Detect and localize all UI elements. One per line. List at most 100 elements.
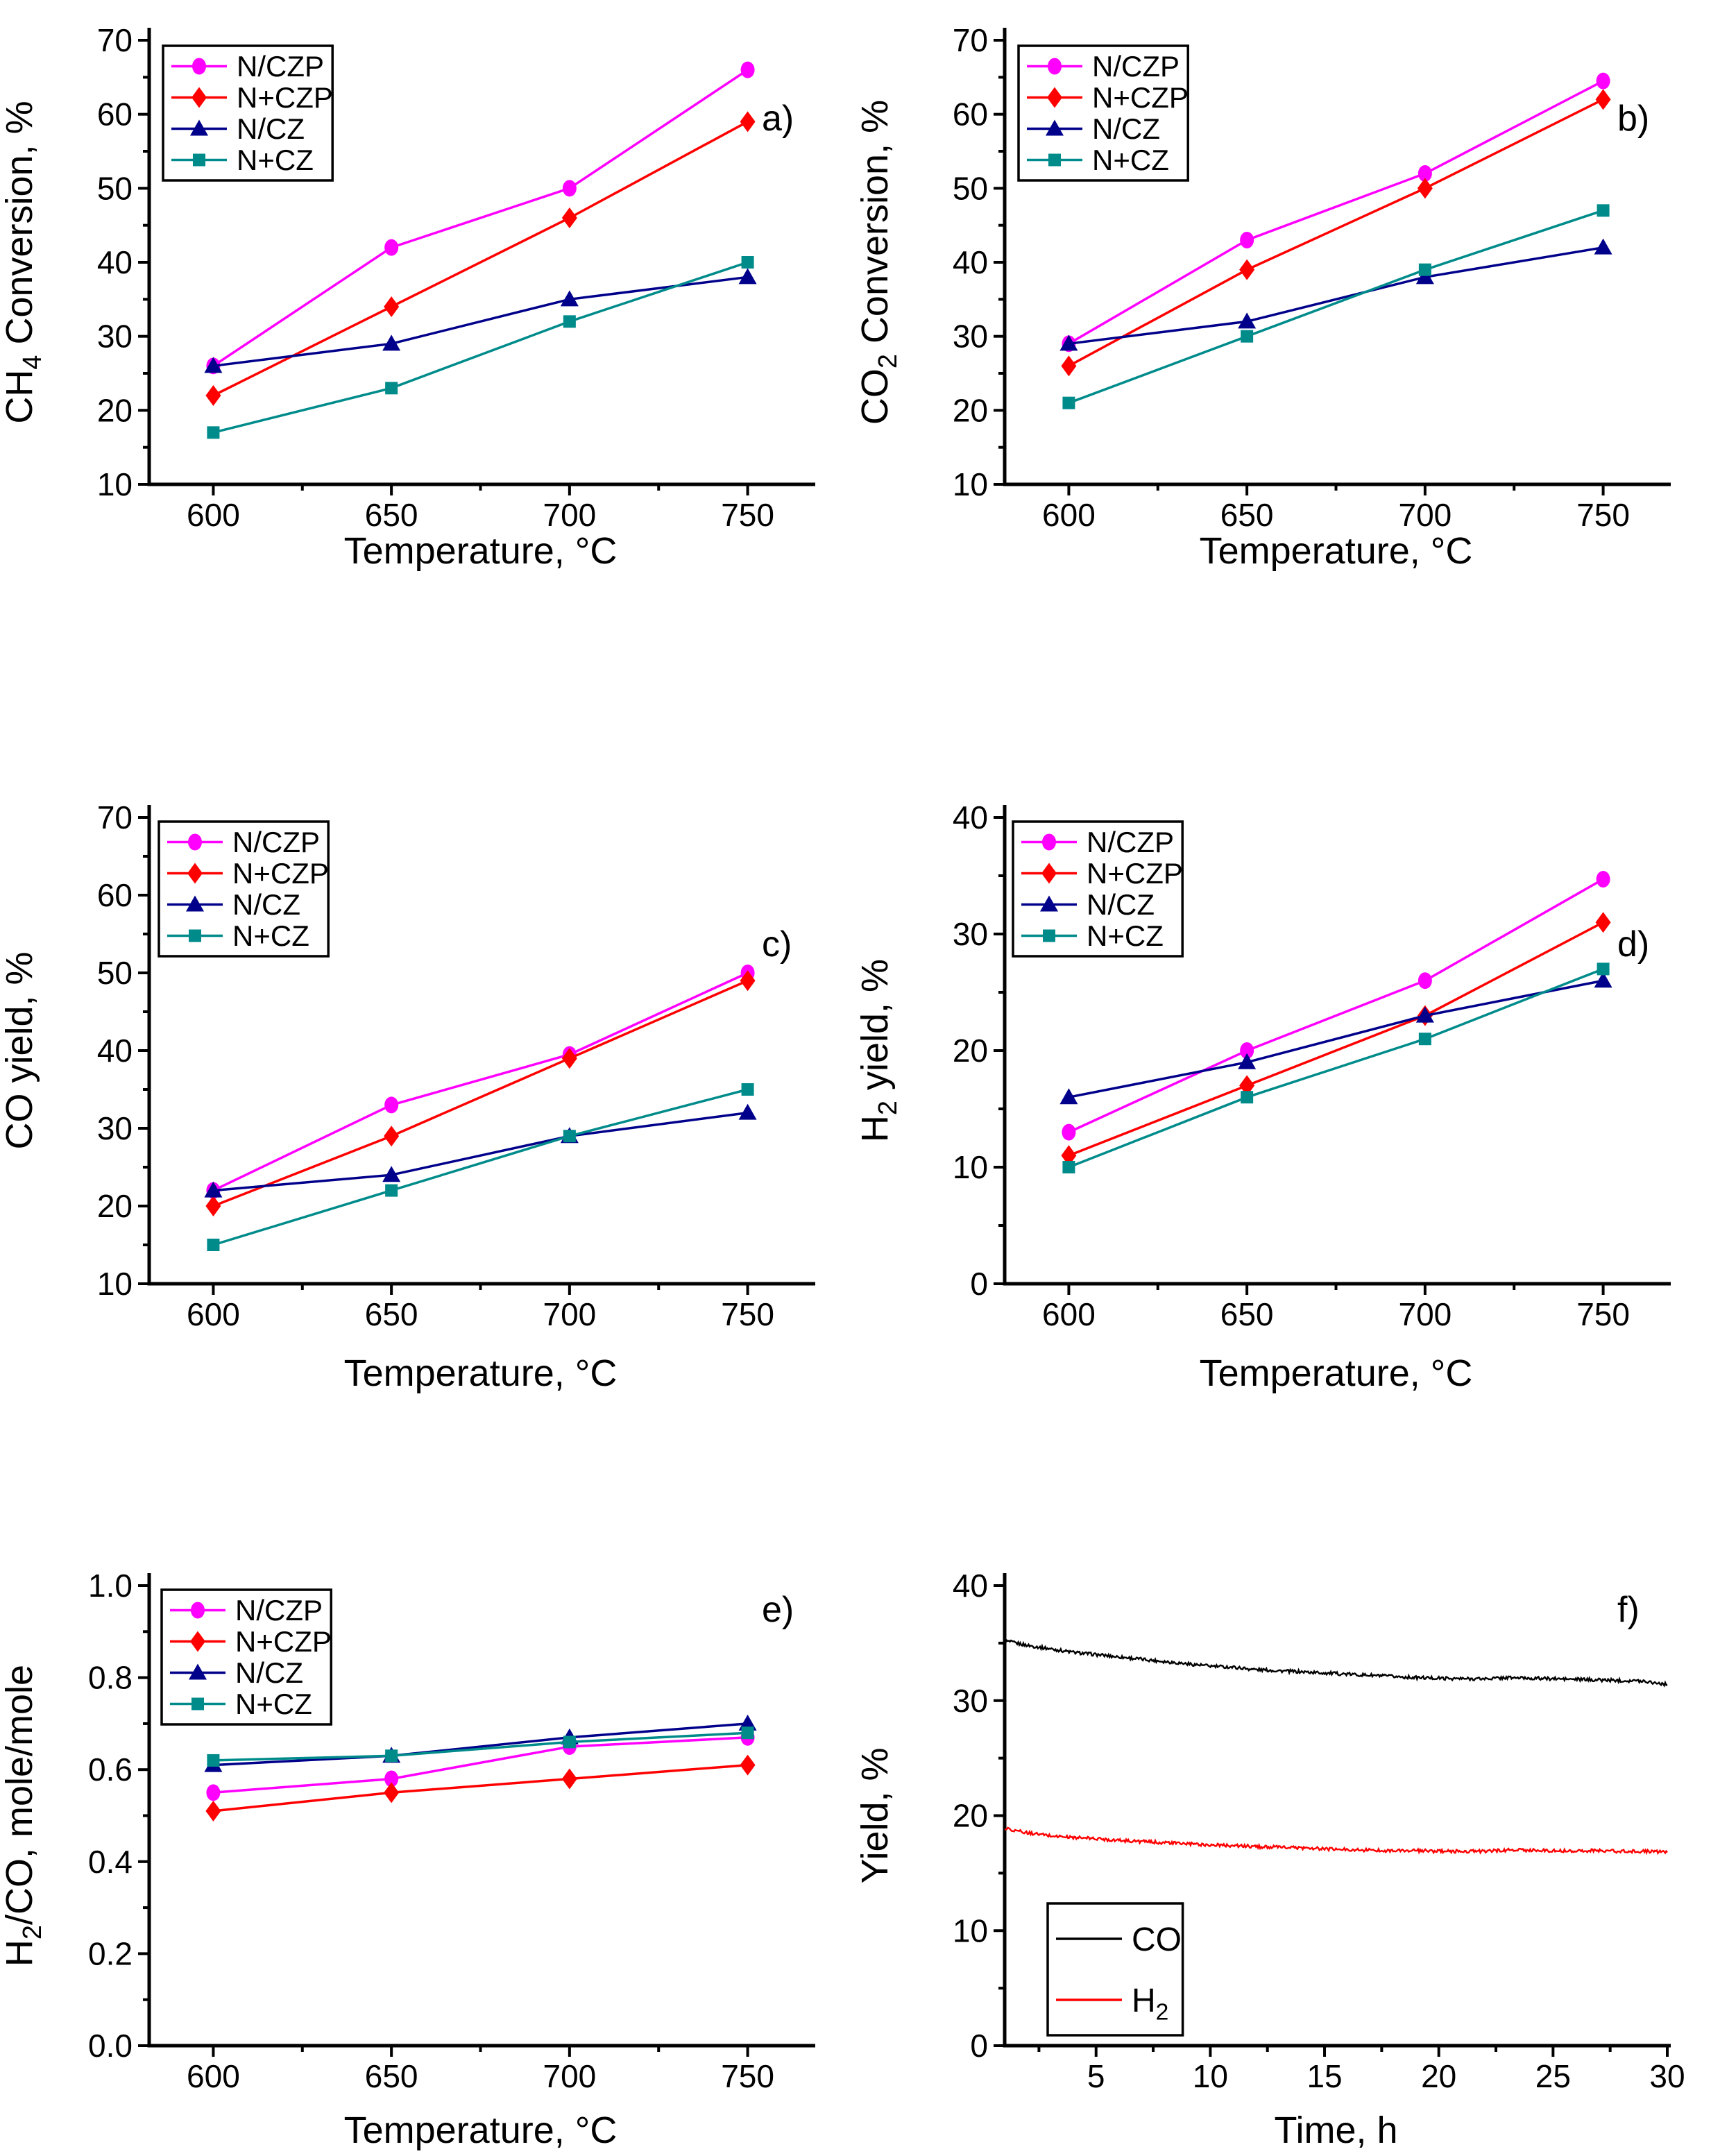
circle-marker bbox=[188, 833, 202, 851]
series-line bbox=[212, 971, 749, 1192]
x-tick-label: 750 bbox=[1576, 497, 1630, 533]
y-tick-label: 40 bbox=[97, 244, 133, 280]
triangle-marker bbox=[1594, 971, 1612, 988]
legend-label: N+CZ bbox=[235, 1688, 312, 1720]
x-tick-label: 700 bbox=[1398, 497, 1452, 533]
x-tick-label: 5 bbox=[1087, 2058, 1105, 2094]
x-tick-label: 750 bbox=[721, 1296, 774, 1332]
square-marker bbox=[1062, 1161, 1075, 1173]
legend-label: N+CZP bbox=[237, 81, 333, 114]
y-tick-label: 10 bbox=[97, 466, 133, 502]
x-axis-label: Temperature, °C bbox=[1200, 530, 1473, 572]
series-line bbox=[212, 69, 749, 367]
y-axis-label: H2 yield, % bbox=[855, 959, 903, 1142]
square-marker bbox=[1597, 962, 1610, 976]
x-axis-label: Temperature, °C bbox=[344, 2110, 618, 2151]
x-tick-label: 750 bbox=[721, 2058, 774, 2094]
triangle-marker bbox=[1594, 238, 1612, 255]
legend-box bbox=[160, 1588, 332, 1726]
square-marker bbox=[741, 1726, 754, 1740]
circle-marker bbox=[562, 180, 577, 197]
circle-marker bbox=[1418, 972, 1432, 990]
y-tick-label: 40 bbox=[953, 244, 988, 280]
x-tick-label: 650 bbox=[365, 2058, 418, 2094]
legend: CO H2 bbox=[1046, 1902, 1184, 2037]
y-tick-label: 10 bbox=[953, 1149, 988, 1185]
chart-panel-d: 600 650 700 750 0 10 20 30 40 Temperature, °C H2 y… bbox=[855, 718, 1711, 1464]
series-line bbox=[212, 261, 749, 434]
legend-label: N/CZ bbox=[1087, 888, 1155, 921]
series-line bbox=[213, 1722, 748, 1767]
y-tick-label: 0.2 bbox=[88, 1935, 133, 1971]
y-tick-label: 0.8 bbox=[88, 1660, 133, 1696]
square-marker bbox=[191, 1697, 204, 1711]
x-axis-label: Time, h bbox=[1274, 2110, 1397, 2151]
circle-marker bbox=[191, 1602, 205, 1619]
x-axis-label: Temperature, °C bbox=[1200, 1352, 1473, 1394]
square-marker bbox=[1062, 396, 1075, 409]
diamond-marker bbox=[740, 970, 756, 992]
chart-panel-b: 600 650 700 750 10 20 30 40 50 60 70 Temperature, °… bbox=[855, 0, 1711, 718]
series-h bbox=[1004, 1826, 1668, 1856]
y-axis-label: H2/CO, mole/mole bbox=[0, 1665, 47, 1967]
triangle-marker bbox=[1059, 1088, 1078, 1105]
y-axis-label: CO2 Conversion, % bbox=[855, 100, 903, 425]
diamond-marker bbox=[740, 1754, 756, 1776]
x-tick-label: 750 bbox=[721, 497, 774, 533]
triangle-marker bbox=[382, 334, 401, 351]
y-axis-label: CO yield, % bbox=[0, 951, 40, 1149]
diamond-marker bbox=[1061, 1145, 1077, 1166]
y-tick-label: 70 bbox=[97, 22, 133, 58]
series-line bbox=[1068, 80, 1604, 345]
x-ticks: 600 650 700 750 bbox=[187, 484, 774, 533]
x-tick-label: 25 bbox=[1535, 2058, 1571, 2094]
series-line bbox=[1068, 921, 1604, 1157]
y-tick-label: 10 bbox=[97, 1266, 133, 1302]
x-tick-label: 700 bbox=[543, 497, 596, 533]
triangle-marker bbox=[1415, 268, 1434, 285]
diamond-marker bbox=[1239, 1075, 1255, 1096]
legend-label: N+CZP bbox=[235, 1625, 332, 1658]
y-tick-label: 60 bbox=[97, 877, 133, 913]
triangle-marker bbox=[1238, 312, 1257, 329]
legend-label: N/CZ bbox=[237, 112, 305, 145]
series-line bbox=[213, 1731, 748, 1762]
square-marker bbox=[563, 315, 576, 328]
diamond-marker bbox=[384, 1126, 400, 1147]
x-tick-label: 15 bbox=[1306, 2058, 1342, 2094]
x-ticks: 600 650 700 750 bbox=[187, 2046, 774, 2094]
chart-c: 600 650 700 750 10 20 30 40 50 60 70 Temperature, °… bbox=[0, 799, 815, 1394]
y-ticks: 0 10 20 30 40 bbox=[953, 799, 1005, 1302]
triangle-marker bbox=[1040, 895, 1058, 912]
series-line bbox=[213, 1736, 748, 1794]
circle-marker bbox=[384, 1770, 399, 1788]
panel-letter: c) bbox=[762, 924, 792, 965]
y-tick-label: 70 bbox=[97, 799, 133, 835]
square-marker bbox=[563, 1735, 576, 1749]
x-tick-label: 750 bbox=[1576, 1296, 1630, 1332]
y-ticks: 10 20 30 40 50 60 70 bbox=[97, 22, 149, 502]
x-axis-label: Temperature, °C bbox=[344, 530, 618, 572]
square-marker bbox=[189, 929, 201, 942]
series-n-cz bbox=[1062, 204, 1610, 409]
legend-box bbox=[1012, 820, 1184, 958]
x-tick-label: 10 bbox=[1193, 2058, 1228, 2094]
square-marker bbox=[1418, 1033, 1431, 1046]
series-line bbox=[212, 979, 749, 1207]
series-line bbox=[1069, 979, 1603, 1098]
circle-marker bbox=[1042, 833, 1056, 851]
triangle-marker bbox=[738, 1103, 757, 1120]
y-tick-label: 0.4 bbox=[88, 1844, 133, 1880]
legend-label: N+CZ bbox=[1087, 919, 1164, 952]
y-tick-label: 30 bbox=[953, 916, 988, 952]
x-tick-label: 650 bbox=[1220, 1296, 1274, 1332]
circle-marker bbox=[192, 58, 206, 75]
circle-marker bbox=[740, 61, 755, 78]
legend-label: N+CZ bbox=[232, 919, 309, 952]
series-line bbox=[212, 120, 749, 397]
y-tick-label: 20 bbox=[953, 1033, 988, 1069]
circle-marker bbox=[1596, 72, 1610, 90]
panel-letter: e) bbox=[762, 1590, 794, 1630]
x-tick-label: 700 bbox=[543, 1296, 596, 1332]
y-tick-label: 50 bbox=[97, 955, 133, 991]
